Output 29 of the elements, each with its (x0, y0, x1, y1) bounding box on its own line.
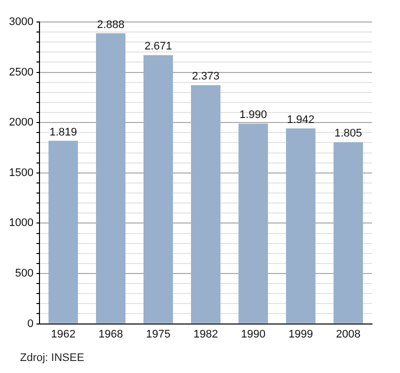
y-tick-label: 2000 (8, 116, 34, 129)
y-tick-label: 500 (15, 268, 34, 280)
data-label: 1.819 (49, 126, 77, 138)
y-tick-label: 1500 (8, 166, 34, 179)
x-tick-label: 2008 (336, 328, 360, 340)
text: Zdroj: INSEE (20, 352, 84, 364)
data-label: 2.671 (144, 40, 172, 53)
data-label: 2.373 (192, 70, 220, 83)
y-tick-label: 3000 (8, 16, 34, 28)
data-label: 1.990 (239, 109, 268, 122)
data-label: 2.888 (96, 18, 124, 31)
bar (238, 124, 268, 324)
bar (191, 85, 220, 324)
bar (144, 55, 173, 324)
x-tick-label: 1999 (288, 328, 313, 340)
x-tick-label: 1968 (98, 328, 123, 340)
y-tick-label: 1000 (8, 217, 34, 230)
bar (96, 33, 126, 324)
bar (48, 140, 78, 324)
x-tick-label: 1975 (146, 328, 170, 340)
x-tick-label: 1962 (50, 328, 76, 340)
bar (286, 128, 316, 324)
data-label: 1.942 (286, 114, 315, 126)
y-tick-label: 2500 (8, 66, 34, 78)
x-tick-label: 1982 (193, 328, 218, 340)
y-tick-label: 0 (27, 318, 34, 330)
x-tick-label: 1990 (240, 328, 266, 340)
data-label: 1.805 (334, 128, 362, 140)
bar (334, 142, 363, 324)
